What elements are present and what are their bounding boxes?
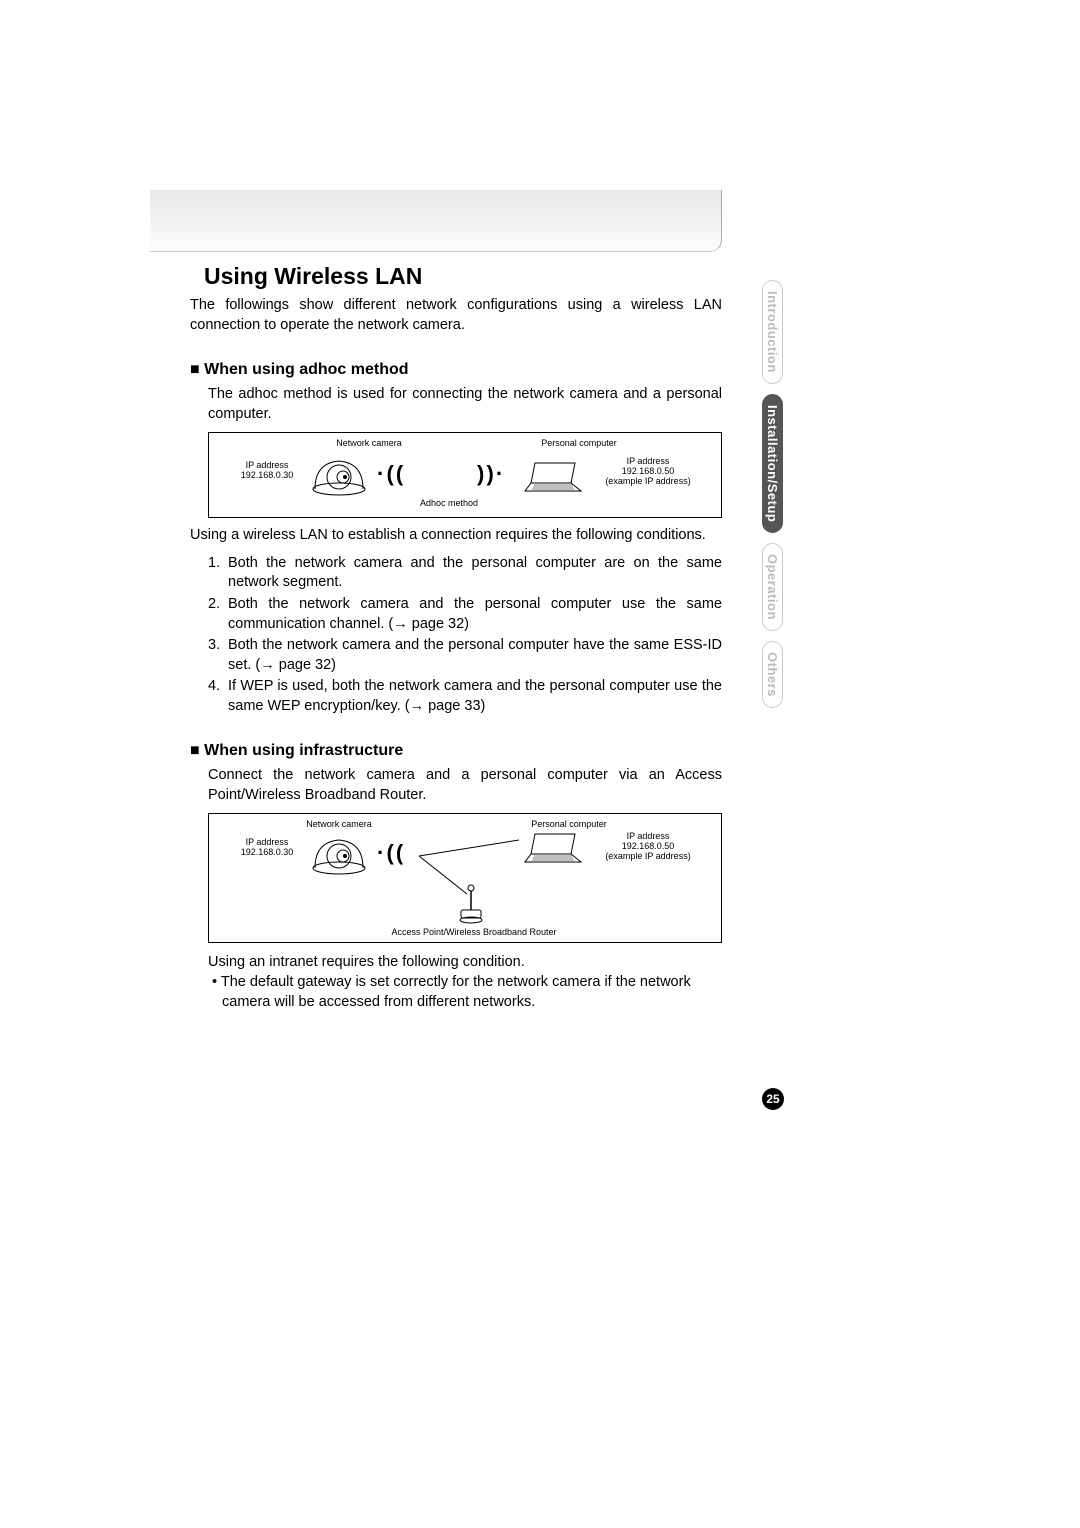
infra-body: Connect the network camera and a persona… — [208, 766, 722, 805]
laptop-icon — [521, 461, 585, 497]
list-text: If WEP is used, both the network camera … — [228, 678, 722, 714]
diagram-camera-ip: IP address 192.168.0.30 — [227, 461, 307, 481]
wireless-waves-icon: ) ) · — [477, 461, 501, 487]
adhoc-conditions-list: 1.Both the network camera and the person… — [208, 554, 722, 717]
ip-label: IP address — [246, 460, 289, 470]
ip-label: IP address — [627, 456, 670, 466]
ip-label: IP address — [627, 831, 670, 841]
adhoc-diagram: Network camera Personal computer IP addr… — [208, 432, 722, 518]
list-text: Both the network camera and the personal… — [228, 555, 722, 591]
page-content: Using Wireless LAN The followings show d… — [190, 263, 722, 1012]
ip-value: 192.168.0.30 — [241, 847, 294, 857]
diagram-pc-label: Personal computer — [519, 439, 639, 449]
adhoc-body: The adhoc method is used for connecting … — [208, 385, 722, 424]
laptop-icon — [521, 832, 585, 868]
tab-introduction[interactable]: Introduction — [762, 280, 783, 384]
diagram-pc-ip: IP address 192.168.0.50 (example IP addr… — [593, 457, 703, 487]
adhoc-cond-intro: Using a wireless LAN to establish a conn… — [190, 526, 722, 546]
list-item: 2.Both the network camera and the person… — [208, 595, 722, 634]
section-title: Using Wireless LAN — [204, 263, 722, 290]
diagram-ap-label: Access Point/Wireless Broadband Router — [359, 928, 589, 938]
infra-diagram: Network camera Personal computer IP addr… — [208, 813, 722, 943]
header-band — [150, 190, 722, 252]
ip-label: IP address — [246, 837, 289, 847]
camera-icon — [311, 832, 367, 876]
diagram-camera-label: Network camera — [289, 820, 389, 830]
list-text: Both the network camera and the personal… — [228, 637, 722, 673]
infra-cond-intro: Using an intranet requires the following… — [208, 953, 722, 973]
access-point-icon — [459, 884, 483, 924]
cond-text: The default gateway is set correctly for… — [221, 974, 691, 1010]
ip-note: (example IP address) — [605, 476, 690, 486]
ip-value: 192.168.0.50 — [622, 841, 675, 851]
camera-icon — [311, 453, 367, 497]
wireless-waves-icon: · ( ( — [377, 461, 401, 487]
tab-operation[interactable]: Operation — [762, 543, 783, 631]
list-item: 1.Both the network camera and the person… — [208, 554, 722, 593]
tab-others[interactable]: Others — [762, 641, 783, 708]
diagram-camera-label: Network camera — [319, 439, 419, 449]
wireless-waves-icon: · ( ( — [377, 840, 401, 866]
list-text: Both the network camera and the personal… — [228, 596, 722, 632]
infra-heading: When using infrastructure — [190, 742, 722, 760]
diagram-pc-label: Personal computer — [509, 820, 629, 830]
diagram-pc-ip: IP address 192.168.0.50 (example IP addr… — [593, 832, 703, 862]
adhoc-heading: When using adhoc method — [190, 361, 722, 379]
list-item: 4.If WEP is used, both the network camer… — [208, 677, 722, 716]
section-intro: The followings show different network co… — [190, 296, 722, 335]
infra-cond-item: • The default gateway is set correctly f… — [208, 973, 722, 1012]
ip-value: 192.168.0.30 — [241, 470, 294, 480]
diagram-method-label: Adhoc method — [399, 499, 499, 509]
list-item: 3.Both the network camera and the person… — [208, 636, 722, 675]
page-number: 25 — [762, 1088, 784, 1110]
side-tabs: Introduction Installation/Setup Operatio… — [762, 280, 784, 718]
ip-value: 192.168.0.50 — [622, 466, 675, 476]
ip-note: (example IP address) — [605, 851, 690, 861]
diagram-camera-ip: IP address 192.168.0.30 — [227, 838, 307, 858]
tab-installation[interactable]: Installation/Setup — [762, 394, 783, 533]
